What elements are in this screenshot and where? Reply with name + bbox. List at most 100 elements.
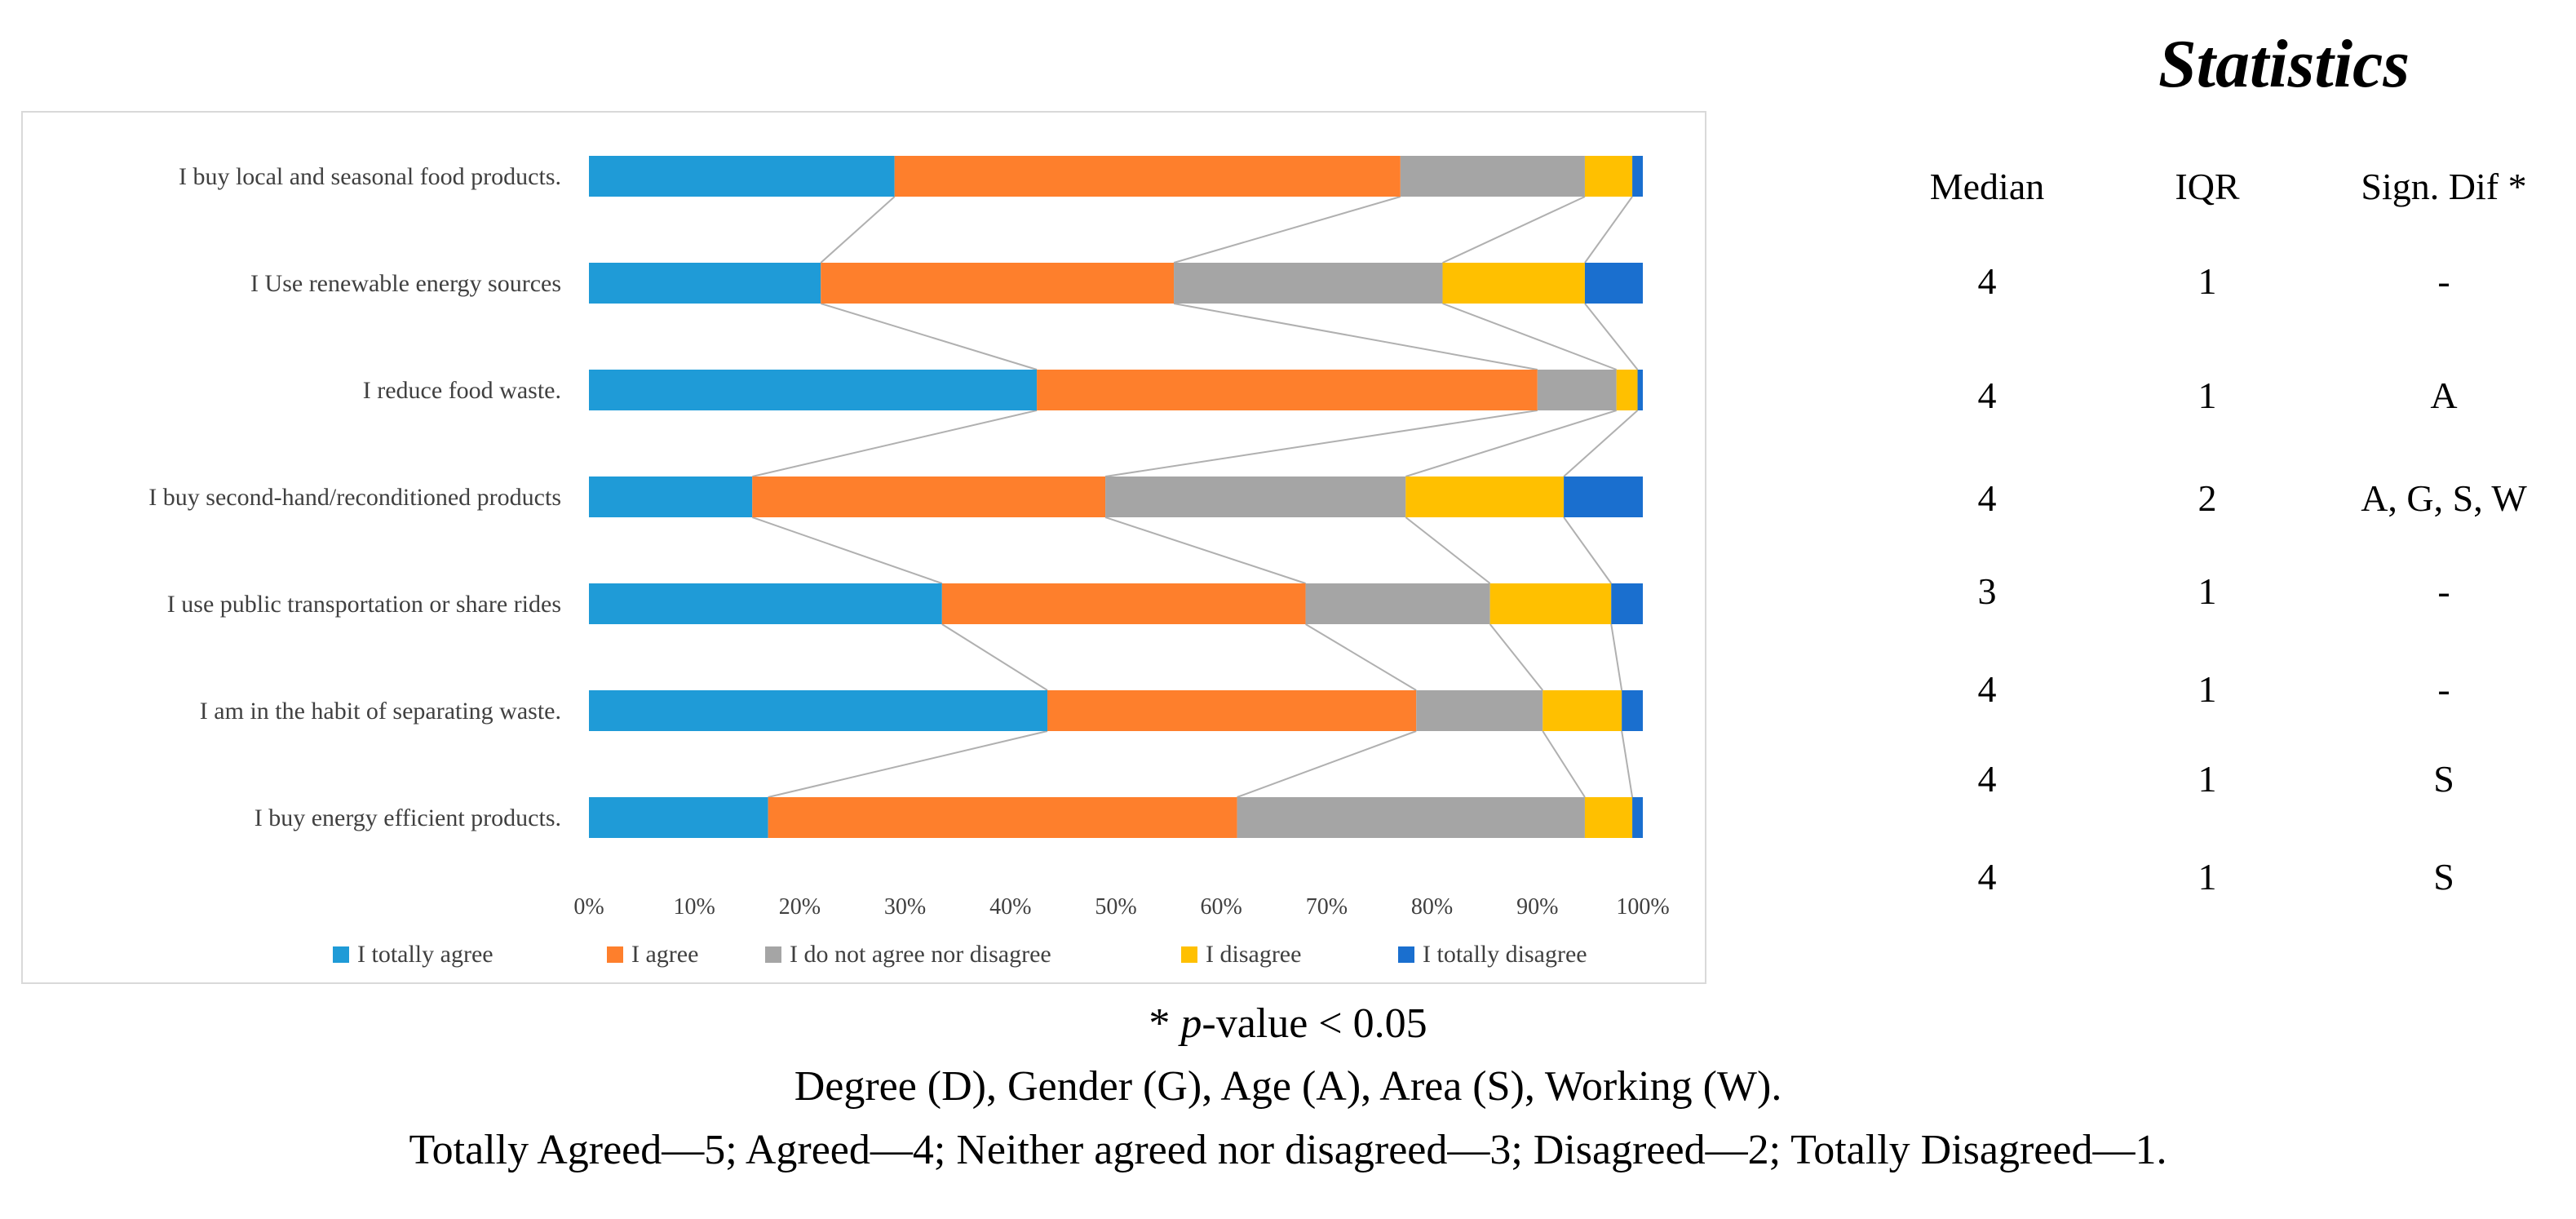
x-tick-label: 60% [1201,894,1242,920]
series-line [1104,516,1306,584]
x-tick-label: 0% [573,894,604,920]
series-line [1405,410,1617,477]
bar-i-do-not-agree-nor-disagree-2 [1174,263,1443,304]
legend-entry: I totally disagree [1423,941,1587,968]
category-label: I buy second-hand/reconditioned products [148,484,561,511]
abbreviations-footnote: Degree (D), Gender (G), Age (A), Area (S… [794,1063,1782,1110]
x-tick-label: 90% [1516,894,1558,920]
iqr-value: 2 [2198,477,2217,519]
bar-i-disagree-3 [1616,370,1638,410]
x-tick-label: 70% [1306,894,1348,920]
bar-i-totally-disagree-2 [1584,263,1643,304]
series-line [1563,410,1639,477]
bar-i-totally-disagree-3 [1637,370,1643,410]
legend-entry: I totally agree [357,941,494,968]
series-line [1405,516,1491,584]
bar-i-do-not-agree-nor-disagree-7 [1237,797,1585,838]
bar-i-agree-3 [1037,370,1538,410]
bar-i-do-not-agree-nor-disagree-3 [1537,370,1617,410]
bar-i-disagree-5 [1489,583,1612,624]
bar-i-agree-7 [768,797,1237,838]
x-tick-label: 30% [884,894,926,920]
category-label: I buy local and seasonal food products. [179,163,561,190]
series-line [1237,730,1417,798]
series-line [1621,730,1634,798]
pvalue-footnote: * p-value < 0.05 [0,1000,2576,1048]
significance-value: A, G, S, W [2361,477,2527,519]
median-value: 4 [1977,375,1997,416]
bar-i-disagree-6 [1543,690,1622,731]
bar-i-totally-disagree-7 [1632,797,1643,838]
legend-swatch [333,946,349,963]
category-labels: I buy local and seasonal food products. I… [148,163,561,831]
x-tick-label: 40% [989,894,1031,920]
bar-i-totally-agree-3 [589,370,1038,410]
iqr-value: 1 [2198,570,2217,612]
significance-value: - [2437,570,2450,612]
statistics-title: Statistics [2158,26,2410,102]
bar-i-disagree-1 [1584,156,1633,197]
series-line [1489,623,1544,691]
bar-i-agree-6 [1047,690,1417,731]
bar-i-disagree-7 [1584,797,1633,838]
series-line [820,196,896,264]
series-line [1173,303,1538,370]
bar-i-totally-agree-7 [589,797,768,838]
series-line [1305,623,1417,691]
series-line [1584,196,1633,264]
iqr-value: 1 [2198,260,2217,302]
x-tick-label: 80% [1411,894,1453,920]
series-line [941,623,1048,691]
series-connector-lines [751,196,1639,798]
scale-footnote: Totally Agreed—5; Agreed—4; Neither agre… [409,1127,2167,1173]
bar-i-totally-disagree-5 [1611,583,1643,624]
median-value: 4 [1977,856,1997,898]
legend-entry: I disagree [1206,941,1301,968]
statistics-header: Sign. Dif * [2361,166,2527,207]
legend-swatch [765,946,781,963]
series-line [752,410,1038,477]
bar-i-totally-disagree-6 [1622,690,1643,731]
bar-i-do-not-agree-nor-disagree-4 [1105,477,1406,517]
significance-value: - [2437,260,2450,302]
bar-i-agree-2 [821,263,1175,304]
median-value: 4 [1977,477,1997,519]
series-line [820,303,1038,370]
bars [589,156,1643,838]
category-label: I am in the habit of separating waste. [200,698,561,725]
legend-swatch [1398,946,1414,963]
median-value: 3 [1977,570,1997,612]
iqr-value: 1 [2198,375,2217,416]
x-tick-label: 50% [1095,894,1136,920]
series-line [1610,623,1623,691]
bar-i-totally-agree-6 [589,690,1048,731]
series-line [751,516,943,584]
iqr-value: 1 [2198,856,2217,898]
iqr-value: 1 [2198,668,2217,710]
bar-i-disagree-4 [1405,477,1565,517]
pvalue-suffix: -value < 0.05 [1202,1000,1427,1047]
pvalue-symbol: p [1180,1000,1202,1047]
category-label: I reduce food waste. [363,377,561,404]
median-value: 4 [1977,260,1997,302]
legend-entry: I do not agree nor disagree [790,941,1051,968]
bar-i-do-not-agree-nor-disagree-5 [1305,583,1490,624]
bar-i-do-not-agree-nor-disagree-1 [1400,156,1585,197]
legend: I totally agree I agree I do not agree nor… [333,941,1587,968]
pvalue-prefix: * [1149,1000,1181,1047]
x-axis-tick-labels: 0% 10% 20% 30% 40% 50% 60% 70% 80% 90% 100% [573,894,1669,920]
category-label: I use public transportation or share rid… [167,591,561,618]
stacked-bar-chart: I buy local and seasonal food products. I… [148,156,1670,968]
bar-i-totally-disagree-1 [1632,156,1643,197]
median-value: 4 [1977,668,1997,710]
series-line [1104,410,1538,477]
series-line [1442,303,1618,370]
statistics-header: Median [1929,166,2045,207]
category-label: I buy energy efficient products. [255,805,561,831]
bar-i-do-not-agree-nor-disagree-6 [1416,690,1543,731]
bar-i-agree-5 [941,583,1306,624]
series-line [768,730,1048,798]
bar-i-agree-1 [894,156,1401,197]
bar-i-totally-disagree-4 [1564,477,1643,517]
significance-value: A [2430,375,2458,416]
